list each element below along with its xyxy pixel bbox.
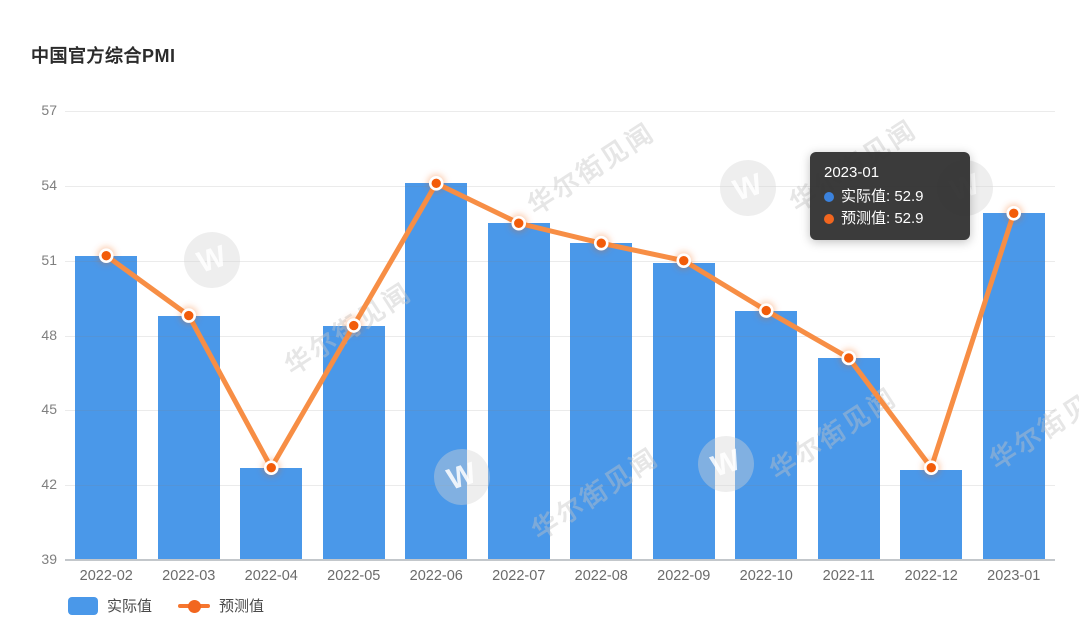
x-axis-label: 2022-02: [79, 568, 133, 584]
tooltip-row-forecast: 预测值: 52.9: [824, 208, 956, 230]
line-series-swatch-icon: [178, 597, 211, 615]
legend-item-actual[interactable]: 实际值: [68, 595, 152, 616]
pmi-bar-2022-09[interactable]: [652, 263, 715, 560]
x-axis-label: 2022-10: [739, 568, 793, 584]
forecast-point-2022-11[interactable]: [841, 350, 857, 366]
legend-item-forecast[interactable]: 预测值: [178, 595, 264, 616]
y-axis-label: 42: [41, 476, 57, 493]
forecast-line[interactable]: [103, 180, 1017, 471]
forecast-point-2022-07[interactable]: [511, 215, 527, 231]
y-axis-label: 54: [41, 176, 57, 193]
tooltip-row-actual: 实际值: 52.9: [824, 186, 956, 208]
x-axis-label: 2022-03: [162, 568, 216, 584]
pmi-bar-2022-07[interactable]: [487, 223, 550, 560]
gridline: [65, 335, 1055, 337]
forecast-point-2022-12[interactable]: [923, 460, 939, 476]
x-axis-label: 2022-05: [327, 568, 381, 584]
forecast-point-2023-01[interactable]: [1006, 205, 1022, 221]
forecast-point-2022-06[interactable]: [428, 176, 444, 191]
x-axis-label: 2022-12: [904, 568, 958, 584]
y-axis-label: 51: [41, 251, 57, 268]
legend-label-forecast: 预测值: [219, 598, 265, 615]
legend-label-actual: 实际值: [107, 598, 153, 615]
gridline: [65, 485, 1055, 487]
x-axis-label: 2022-09: [657, 568, 711, 584]
forecast-point-2022-08[interactable]: [593, 235, 609, 251]
y-axis-label: 48: [41, 326, 57, 343]
pmi-bar-2022-11[interactable]: [817, 357, 880, 560]
forecast-point-2022-04[interactable]: [263, 460, 279, 476]
chart-tooltip: 2023-01 实际值: 52.9 预测值: 52.9: [810, 152, 970, 240]
tooltip-date: 2023-01: [824, 164, 880, 181]
x-axis-label: 2022-07: [492, 568, 546, 584]
gridline: [65, 260, 1055, 262]
forecast-point-2022-02[interactable]: [98, 248, 114, 263]
pmi-bar-2022-10[interactable]: [735, 310, 798, 560]
pmi-bar-2022-04[interactable]: [240, 467, 303, 560]
bar-series-swatch-icon: [68, 596, 98, 615]
gridline: [65, 111, 1055, 112]
y-axis-label: 39: [41, 551, 57, 567]
chart-title: 中国官方综合PMI: [31, 46, 176, 66]
tooltip-actual-text: 实际值: 52.9: [841, 188, 924, 205]
x-axis-label: 2023-01: [987, 568, 1041, 584]
pmi-bar-2022-06[interactable]: [405, 183, 468, 560]
x-axis-label: 2022-06: [409, 568, 463, 584]
chart-legend: 实际值 预测值: [68, 595, 264, 616]
x-axis-label: 2022-11: [822, 568, 875, 584]
gridline: [65, 185, 1055, 187]
forecast-series-dot-icon: [824, 214, 834, 224]
forecast-point-2022-05[interactable]: [346, 318, 362, 333]
y-axis-label: 45: [41, 401, 57, 418]
actual-series-dot-icon: [824, 192, 834, 202]
pmi-bar-2022-12[interactable]: [900, 470, 963, 560]
forecast-point-2022-03[interactable]: [181, 308, 197, 323]
x-axis-line: [65, 559, 1055, 561]
tooltip-forecast-text: 预测值: 52.9: [841, 210, 924, 227]
forecast-point-2022-10[interactable]: [758, 303, 774, 318]
forecast-point-2022-09[interactable]: [676, 253, 692, 268]
x-axis-label: 2022-08: [574, 568, 628, 584]
gridline: [65, 410, 1055, 412]
pmi-bar-2022-08[interactable]: [570, 243, 633, 560]
pmi-bar-2022-02[interactable]: [75, 255, 138, 560]
y-axis-label: 57: [41, 102, 57, 118]
x-axis-label: 2022-04: [244, 568, 298, 584]
